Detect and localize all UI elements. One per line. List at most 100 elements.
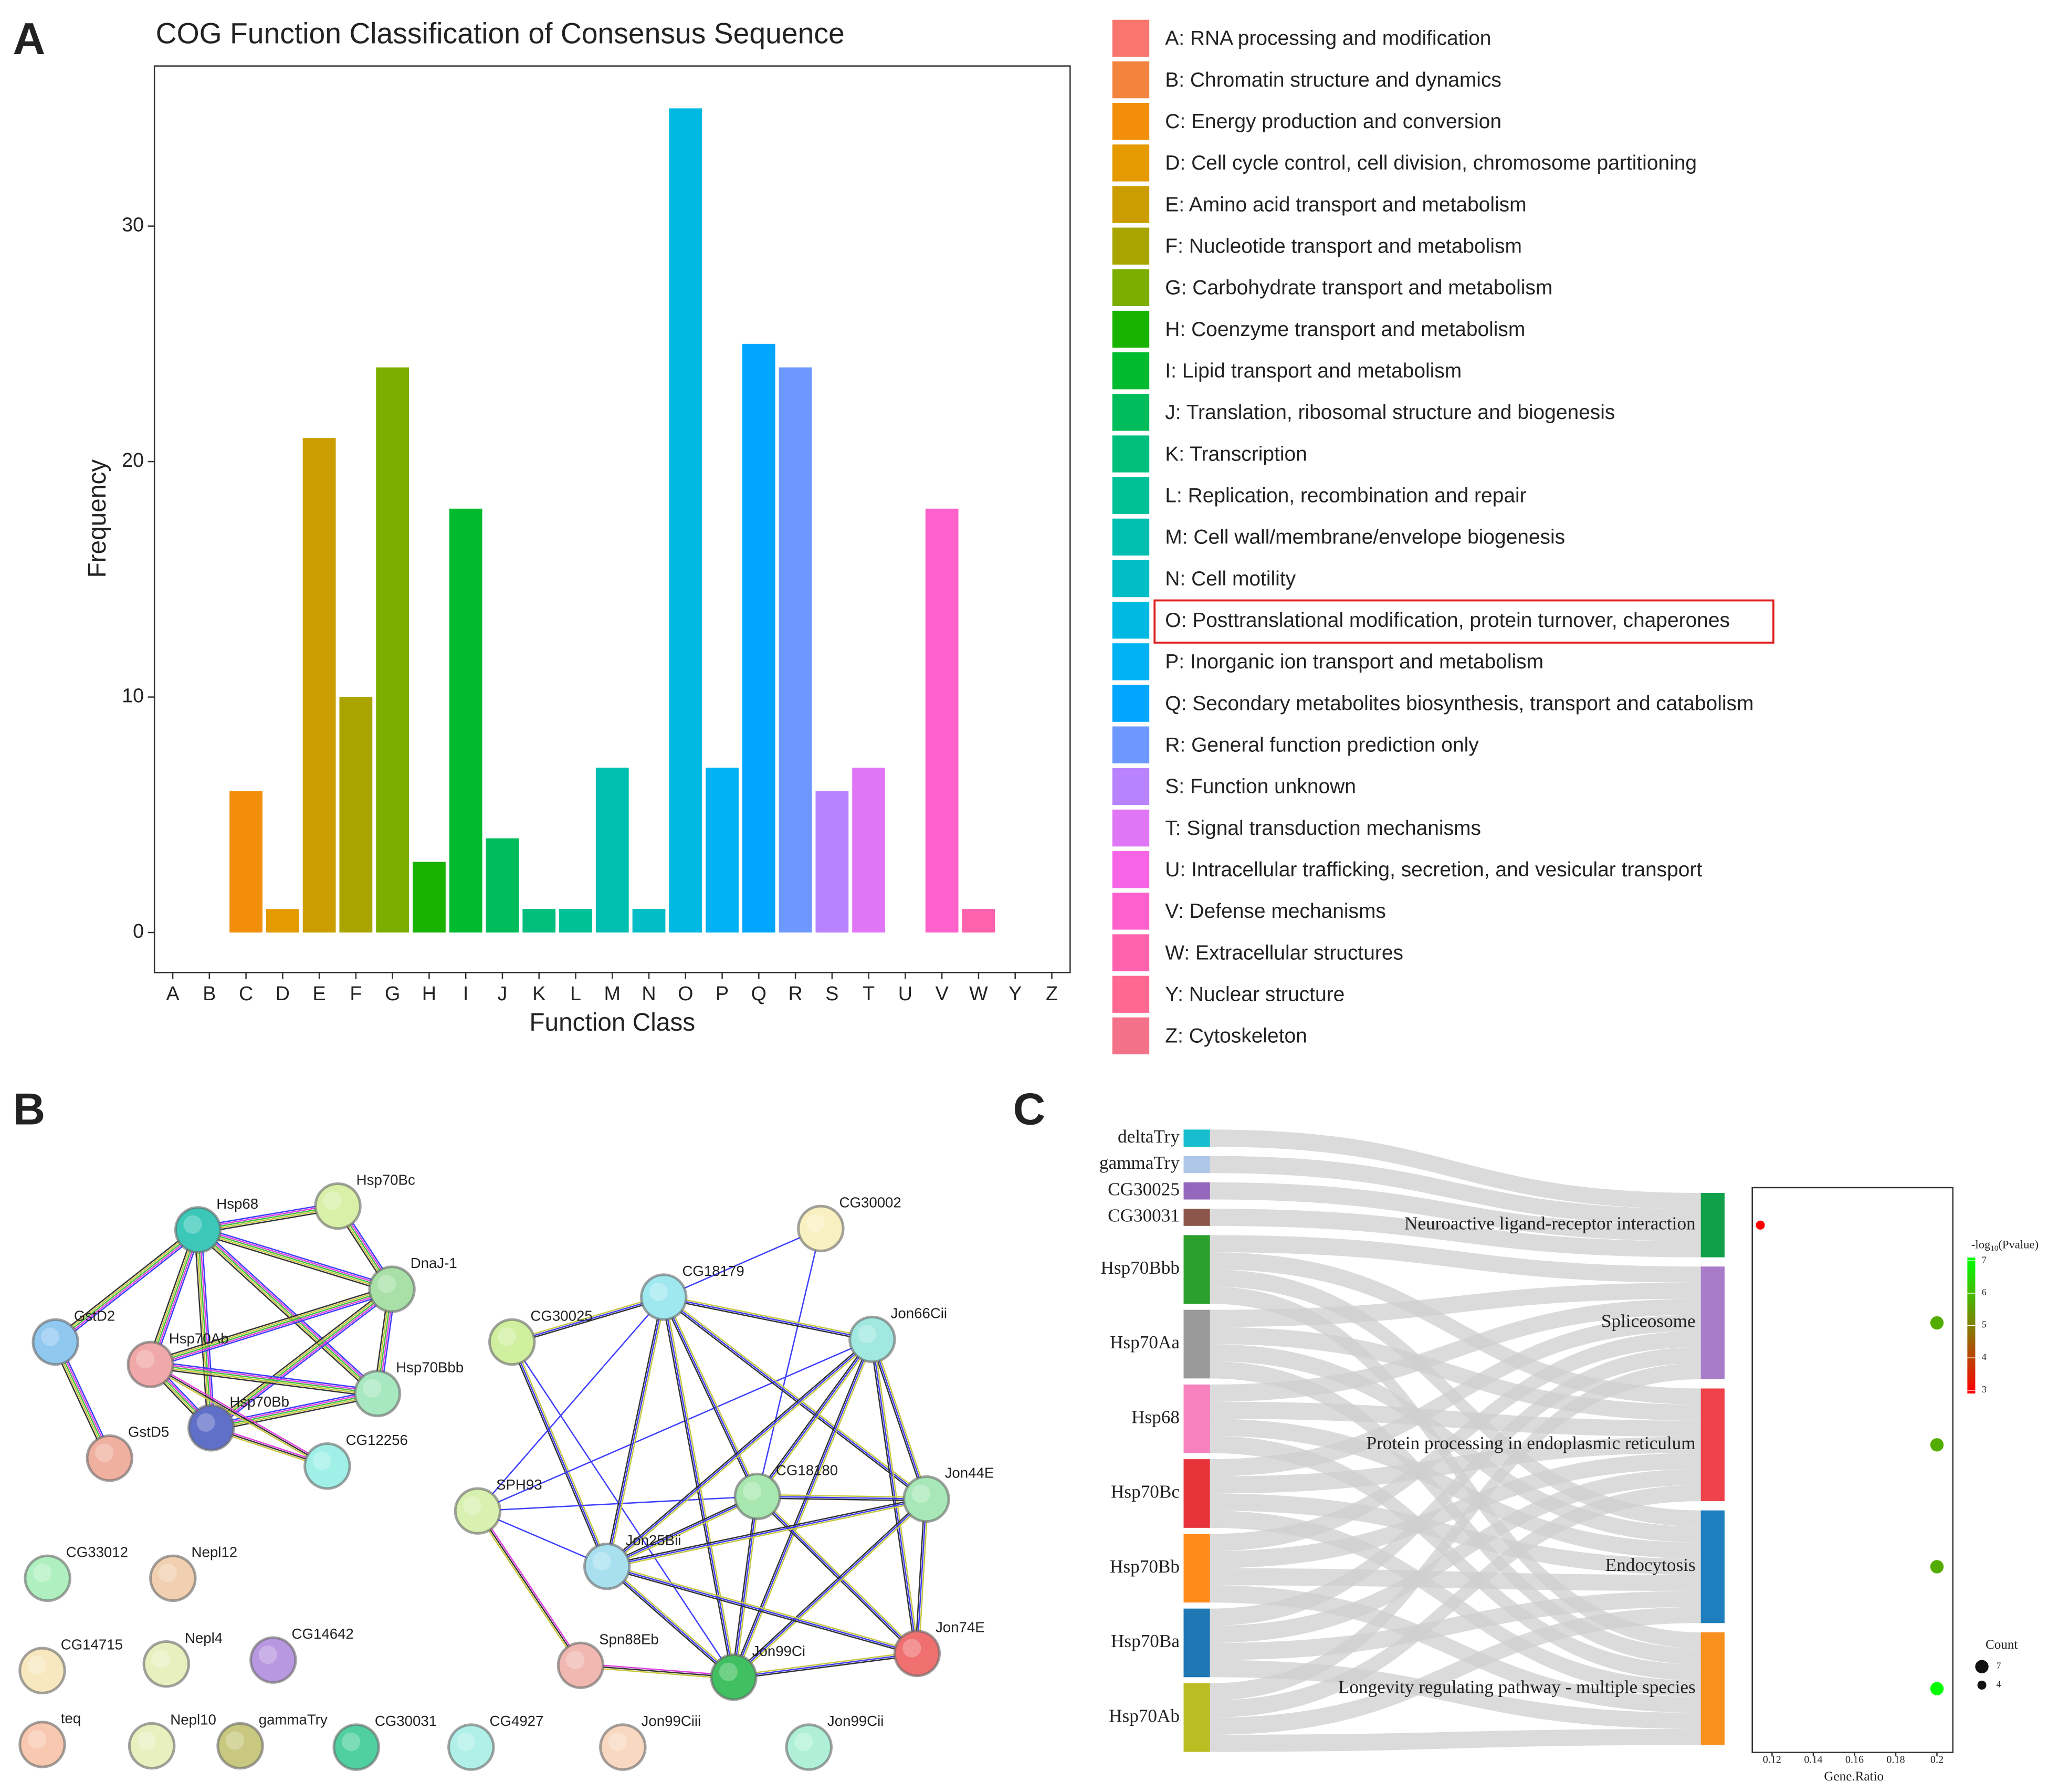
source-label: deltaTry (1118, 1126, 1180, 1147)
x-tick-label: C (239, 982, 253, 1004)
edge (52, 1227, 196, 1340)
bar (522, 909, 556, 933)
edge (734, 1496, 760, 1678)
edge (606, 1566, 734, 1678)
node-highlight (649, 1282, 668, 1302)
node (18, 1721, 66, 1768)
edge (150, 1288, 392, 1365)
x-tick-label: R (788, 982, 802, 1004)
edge (608, 1297, 666, 1567)
edge (606, 1567, 917, 1656)
x-tick-label: 0.2 (1930, 1754, 1944, 1765)
edge (150, 1364, 328, 1467)
bar (595, 768, 629, 933)
edge (213, 1291, 395, 1431)
edge (197, 1229, 378, 1394)
target-label: Neuroactive ligand-receptor interaction (1404, 1213, 1696, 1233)
legend-label: R: General function prediction only (1165, 734, 1479, 757)
legend-swatch (1112, 19, 1150, 57)
edge (150, 1229, 199, 1365)
node-label: Hsp70Ab (169, 1330, 229, 1346)
sankey-link (1210, 1209, 1701, 1257)
node-label: CG4927 (490, 1713, 544, 1729)
x-tick-label: 0.16 (1845, 1754, 1864, 1765)
edge (607, 1564, 918, 1653)
legend-swatch (1112, 768, 1150, 805)
edge (209, 1287, 392, 1427)
node (31, 1318, 79, 1366)
node-highlight (135, 1350, 155, 1369)
legend-title: Count (1986, 1638, 2018, 1652)
node (797, 1204, 845, 1253)
bar (742, 343, 775, 933)
node-highlight (377, 1274, 396, 1293)
bar (229, 791, 262, 933)
sankey-link (1210, 1298, 1701, 1402)
node-highlight (225, 1731, 245, 1750)
node-highlight (196, 1413, 215, 1432)
node-label: SPH93 (496, 1476, 542, 1493)
bar (339, 697, 373, 933)
edge (734, 1339, 875, 1679)
panel-label: A (13, 14, 46, 64)
edge (663, 1298, 872, 1342)
node-label: gammaTry (259, 1712, 328, 1728)
edge (196, 1232, 392, 1293)
node (454, 1487, 502, 1535)
edge (606, 1338, 873, 1567)
x-tick-label: L (570, 982, 581, 1004)
y-axis-label: Frequency (83, 459, 111, 578)
x-tick-label: Y (1009, 982, 1022, 1004)
edge (758, 1340, 875, 1498)
edge (56, 1230, 199, 1344)
edge (201, 1229, 216, 1428)
edge (605, 1567, 733, 1679)
node-highlight (719, 1662, 738, 1681)
edge (57, 1232, 201, 1346)
size-key (1977, 1680, 1987, 1690)
chart-title: COG Function Classification of Consensus… (156, 17, 845, 49)
x-tick-label: K (532, 982, 545, 1004)
legend-swatch (1112, 144, 1150, 182)
node (733, 1472, 781, 1521)
node (353, 1369, 402, 1418)
sankey-link (1210, 1453, 1701, 1568)
legend-swatch (1112, 269, 1150, 307)
edge (151, 1292, 393, 1369)
y-tick-label: 10 (122, 685, 144, 707)
x-tick-label: 0.12 (1763, 1754, 1781, 1765)
dot (1930, 1316, 1944, 1330)
edge (150, 1365, 377, 1396)
node (368, 1265, 416, 1313)
node-highlight (902, 1639, 921, 1658)
node (332, 1723, 380, 1771)
x-tick-label: U (898, 982, 912, 1004)
edge (197, 1231, 392, 1292)
node (24, 1554, 71, 1602)
legend-swatch (1112, 103, 1150, 140)
edge (150, 1364, 378, 1395)
legend-swatch (1112, 518, 1150, 556)
legend-swatch (1112, 893, 1150, 930)
edge (757, 1339, 873, 1497)
edge (198, 1228, 393, 1288)
source-label: Hsp70Bbb (1100, 1257, 1179, 1278)
legend-label: G: Carbohydrate transport and metabolism (1165, 277, 1552, 299)
node-highlight (743, 1482, 762, 1501)
edge (581, 1663, 734, 1676)
sankey-link (1210, 1129, 1701, 1209)
x-tick-label: G (385, 982, 400, 1004)
node (249, 1636, 297, 1684)
edge (199, 1227, 381, 1392)
source-label: Hsp70Bc (1111, 1482, 1180, 1502)
node (447, 1723, 495, 1771)
edge (212, 1290, 394, 1430)
bar (266, 909, 299, 933)
edge (606, 1496, 926, 1566)
node-label: Jon66Cii (891, 1305, 948, 1321)
edge (757, 1228, 822, 1497)
node-label: CG18179 (682, 1263, 744, 1279)
legend-swatch (1112, 186, 1150, 223)
bar (925, 508, 959, 933)
edge (197, 1202, 338, 1228)
